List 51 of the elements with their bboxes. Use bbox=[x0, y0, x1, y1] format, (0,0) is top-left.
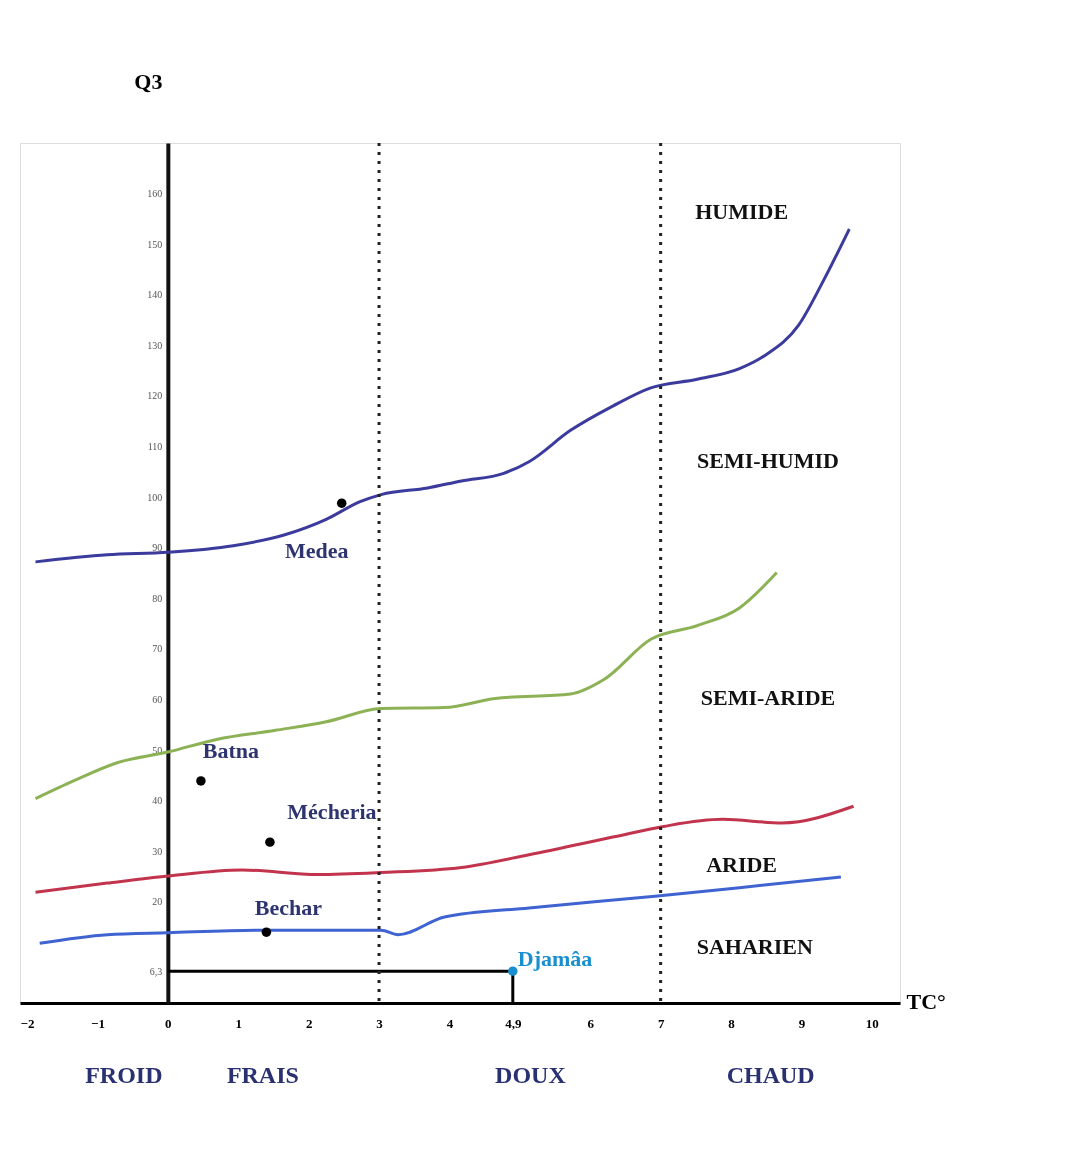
y-tick-label: 60 bbox=[152, 693, 163, 705]
y-tick-label: 70 bbox=[152, 643, 163, 655]
y-tick-label: 30 bbox=[152, 845, 163, 857]
point bbox=[508, 966, 518, 976]
series-label: Bechar bbox=[254, 895, 323, 921]
point bbox=[265, 837, 275, 847]
x-tick-label: 4 bbox=[446, 1015, 454, 1031]
line-series bbox=[33, 227, 851, 564]
x-tick-label: 10 bbox=[865, 1015, 879, 1031]
annotation: SEMI-ARIDE bbox=[700, 684, 836, 710]
series-label: Batna bbox=[202, 737, 260, 763]
point bbox=[336, 498, 347, 508]
x-tick-label: 9 bbox=[798, 1015, 806, 1031]
annotation: SEMI-HUMID bbox=[697, 448, 839, 474]
text: CHAUD bbox=[726, 1062, 815, 1089]
x-tick-label: 6 bbox=[587, 1015, 595, 1031]
annotation: HUMIDE bbox=[695, 198, 789, 224]
series-label: Medea bbox=[284, 538, 349, 564]
x-tick-label: 2 bbox=[305, 1015, 313, 1031]
text: FROID bbox=[85, 1062, 163, 1089]
y-tick-label: 6,3 bbox=[149, 965, 163, 977]
text: DOUX bbox=[495, 1062, 567, 1089]
y-axis-title: Q3 bbox=[134, 68, 163, 94]
y-tick-label: 40 bbox=[152, 795, 163, 807]
point bbox=[261, 927, 272, 937]
y-tick-label: 90 bbox=[152, 542, 163, 554]
y-tick-label: 100 bbox=[147, 491, 163, 503]
x-tick-label: 8 bbox=[728, 1015, 736, 1031]
x-tick-label: 1 bbox=[235, 1015, 242, 1031]
x-tick-label: 0 bbox=[165, 1015, 172, 1031]
series-label: Djamâa bbox=[517, 946, 593, 972]
line-series bbox=[33, 804, 856, 894]
y-tick-label: 120 bbox=[147, 390, 163, 402]
y-tick-label: 140 bbox=[147, 289, 163, 301]
text: FRAIS bbox=[226, 1062, 299, 1089]
y-tick-label: 80 bbox=[152, 592, 163, 604]
y-tick-label: 110 bbox=[147, 441, 163, 453]
x-tick-label: −2 bbox=[20, 1015, 35, 1031]
series-label: Mécheria bbox=[287, 799, 377, 825]
annotation: ARIDE bbox=[706, 852, 778, 878]
y-tick-label: 20 bbox=[152, 896, 163, 908]
x-tick-label: 4,9 bbox=[505, 1015, 522, 1031]
point bbox=[196, 776, 206, 786]
y-tick-label: 130 bbox=[147, 339, 163, 351]
y-tick-label: 160 bbox=[147, 188, 163, 200]
x-axis-title: TC° bbox=[906, 988, 946, 1014]
annotation: SAHARIEN bbox=[696, 934, 813, 960]
x-tick-label: 3 bbox=[376, 1015, 384, 1031]
x-tick-label: 7 bbox=[657, 1015, 665, 1031]
x-tick-label: −1 bbox=[90, 1015, 105, 1031]
y-tick-label: 150 bbox=[147, 238, 163, 250]
